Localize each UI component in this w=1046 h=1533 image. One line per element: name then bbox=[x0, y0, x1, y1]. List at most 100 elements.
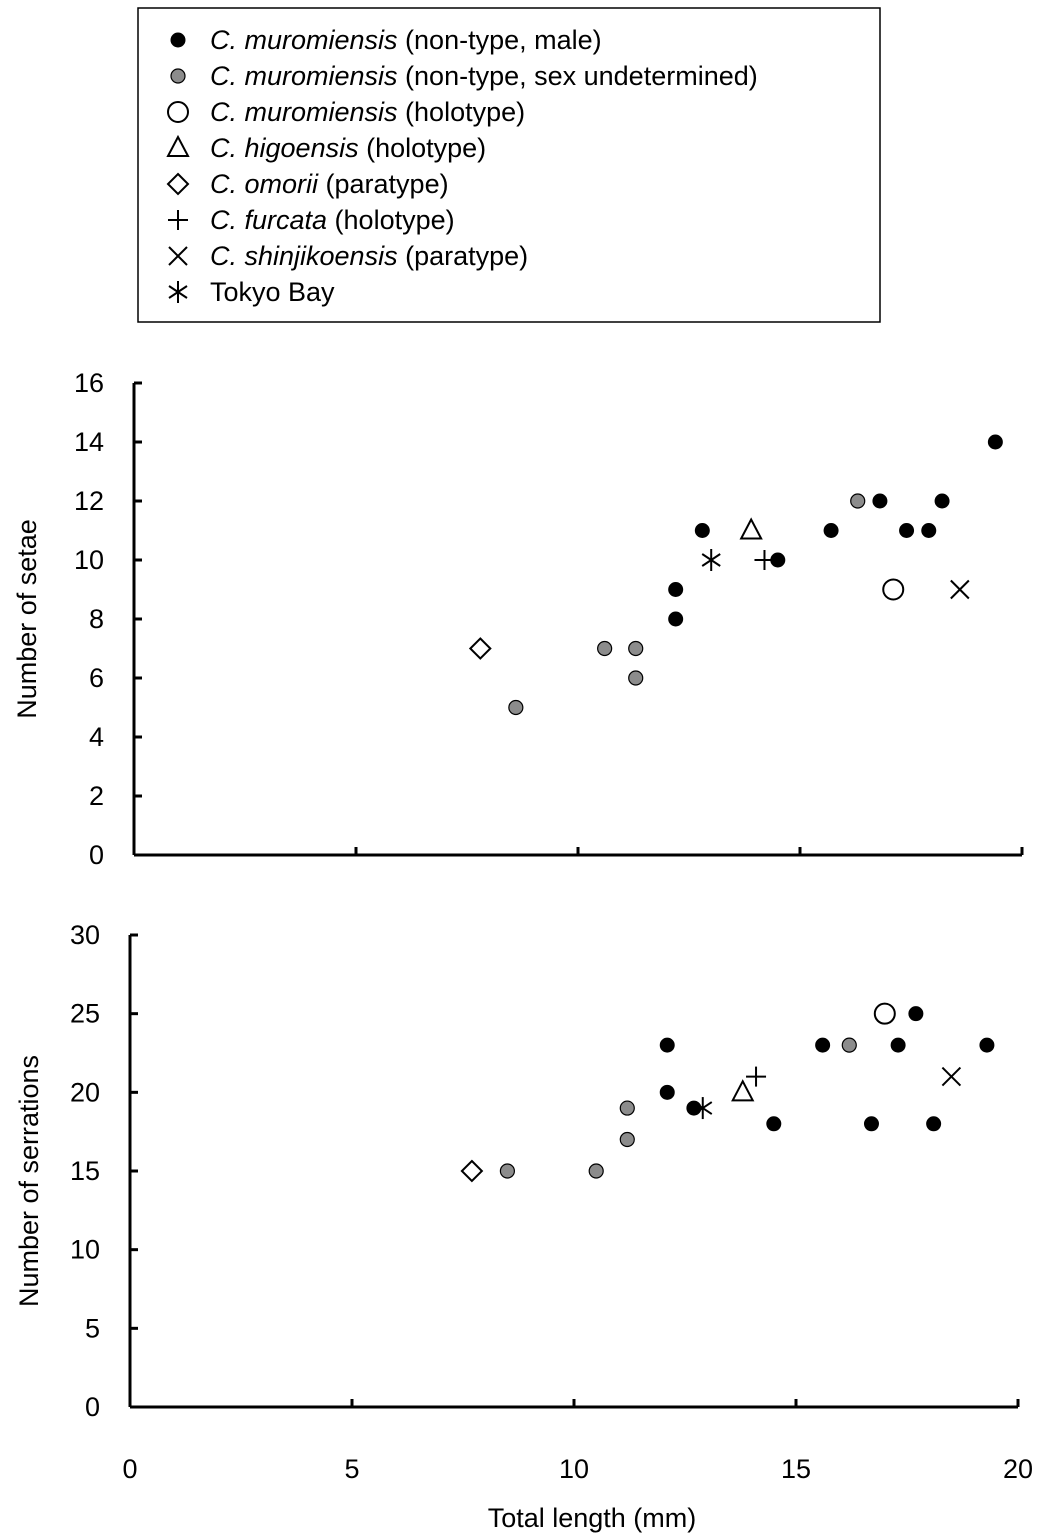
series-furcata bbox=[754, 550, 775, 570]
y-tick-label: 20 bbox=[70, 1077, 100, 1107]
point-tokyo bbox=[701, 549, 721, 571]
y-axis-title: Number of serrations bbox=[14, 1055, 44, 1307]
legend-label-higo: C. higoensis (holotype) bbox=[210, 133, 486, 163]
point-undet bbox=[628, 640, 644, 657]
legend-label-male: C. muromiensis (non-type, male) bbox=[210, 25, 602, 55]
series-higo bbox=[731, 1079, 755, 1102]
point-undet bbox=[628, 670, 644, 686]
series-omorii bbox=[460, 1159, 484, 1183]
y-tick-label: 16 bbox=[74, 368, 104, 398]
legend-marker-muro_holo bbox=[167, 101, 189, 123]
series-male bbox=[659, 1006, 995, 1132]
legend-box bbox=[137, 7, 881, 323]
point-male bbox=[899, 523, 915, 538]
point-omorii bbox=[460, 1159, 484, 1183]
series-furcata bbox=[746, 1066, 767, 1087]
point-furcata bbox=[746, 1066, 767, 1087]
legend-note-shinji: (paratype) bbox=[398, 241, 529, 271]
point-male bbox=[987, 434, 1003, 450]
point-male bbox=[934, 493, 950, 509]
y-tick-label: 10 bbox=[70, 1235, 100, 1265]
point-undet bbox=[850, 493, 866, 509]
point-undet bbox=[619, 1100, 635, 1116]
legend-marker-higo bbox=[166, 134, 190, 157]
series-higo bbox=[739, 517, 763, 540]
point-male bbox=[890, 1037, 906, 1053]
legend-entry-shinji: C. shinjikoensis (paratype) bbox=[168, 241, 528, 271]
legend-species-omorii: C. omorii bbox=[210, 169, 319, 199]
point-male bbox=[694, 523, 710, 538]
legend-marker-omorii bbox=[166, 172, 190, 196]
legend-entry-male: C. muromiensis (non-type, male) bbox=[170, 25, 602, 55]
point-shinji bbox=[941, 1066, 962, 1087]
point-shinji bbox=[950, 579, 970, 600]
legend-species-muro_holo: C. muromiensis bbox=[210, 97, 398, 127]
legend-species-shinji: C. shinjikoensis bbox=[210, 241, 398, 271]
series-muro_holo bbox=[873, 1002, 896, 1025]
legend-note-tokyo: Tokyo Bay bbox=[210, 277, 335, 307]
legend-label-omorii: C. omorii (paratype) bbox=[210, 169, 449, 199]
point-muro_holo bbox=[882, 578, 905, 601]
y-tick-label: 5 bbox=[85, 1313, 100, 1343]
serrations-chart: 0 5 10 15 20 25 30 0 5 10 15 20 Number of serrations… bbox=[14, 920, 1033, 1533]
point-male bbox=[872, 493, 888, 509]
legend-note-omorii: (paratype) bbox=[318, 169, 449, 199]
series-tokyo bbox=[693, 1097, 713, 1120]
point-higo bbox=[739, 517, 763, 540]
y-tick-label: 2 bbox=[89, 781, 104, 811]
legend: C. muromiensis (non-type, male)C. muromi… bbox=[137, 7, 881, 323]
series-undet bbox=[508, 493, 866, 716]
point-male bbox=[823, 523, 839, 538]
point-undet bbox=[508, 699, 524, 716]
setae-chart: 0 2 4 6 8 10 12 14 16 Number of setae bbox=[12, 368, 1024, 870]
point-male bbox=[979, 1037, 995, 1053]
y-tick-label: 25 bbox=[70, 999, 100, 1029]
series-male bbox=[668, 434, 1003, 627]
point-male bbox=[815, 1037, 831, 1053]
x-tick-label: 20 bbox=[1003, 1454, 1033, 1484]
y-axis-title: Number of setae bbox=[12, 519, 42, 719]
y-tick-label: 30 bbox=[70, 920, 100, 950]
point-higo bbox=[731, 1079, 755, 1102]
series-undet bbox=[499, 1037, 857, 1179]
point-male bbox=[921, 523, 937, 538]
point-undet bbox=[499, 1163, 515, 1179]
y-tick-label: 0 bbox=[89, 840, 104, 870]
y-tick-label: 15 bbox=[70, 1156, 100, 1186]
y-tick-label: 10 bbox=[74, 545, 104, 575]
legend-species-undet: C. muromiensis bbox=[210, 61, 398, 91]
legend-label-undet: C. muromiensis (non-type, sex undetermin… bbox=[210, 61, 758, 91]
y-tick-label: 4 bbox=[89, 722, 104, 752]
legend-entry-tokyo: Tokyo Bay bbox=[168, 277, 335, 307]
legend-marker-furcata bbox=[168, 210, 188, 230]
legend-entry-muro_holo: C. muromiensis (holotype) bbox=[167, 97, 525, 127]
x-tick-label: 10 bbox=[559, 1454, 589, 1484]
point-male bbox=[926, 1116, 942, 1132]
legend-label-shinji: C. shinjikoensis (paratype) bbox=[210, 241, 528, 271]
series-shinji bbox=[950, 579, 970, 600]
y-tick-label: 12 bbox=[74, 486, 104, 516]
point-furcata bbox=[754, 550, 775, 570]
y-tick-label: 14 bbox=[74, 427, 104, 457]
series-muro_holo bbox=[882, 578, 905, 601]
point-undet bbox=[841, 1037, 857, 1053]
legend-label-tokyo: Tokyo Bay bbox=[210, 277, 335, 307]
point-male bbox=[659, 1037, 675, 1053]
legend-species-male: C. muromiensis bbox=[210, 25, 398, 55]
point-male bbox=[766, 1116, 782, 1132]
legend-entry-higo: C. higoensis (holotype) bbox=[166, 133, 486, 163]
point-undet bbox=[619, 1131, 635, 1148]
legend-entry-undet: C. muromiensis (non-type, sex undetermin… bbox=[170, 61, 758, 91]
y-tick-label: 6 bbox=[89, 663, 104, 693]
legend-note-undet: (non-type, sex undetermined) bbox=[398, 61, 758, 91]
legend-label-muro_holo: C. muromiensis (holotype) bbox=[210, 97, 525, 127]
point-tokyo bbox=[693, 1097, 713, 1120]
legend-marker-shinji bbox=[168, 246, 188, 266]
point-undet bbox=[597, 640, 613, 657]
legend-marker-undet bbox=[170, 68, 186, 84]
x-axis-title: Total length (mm) bbox=[488, 1503, 697, 1533]
legend-marker-male bbox=[170, 32, 186, 48]
series-tokyo bbox=[701, 549, 721, 571]
series-shinji bbox=[941, 1066, 962, 1087]
